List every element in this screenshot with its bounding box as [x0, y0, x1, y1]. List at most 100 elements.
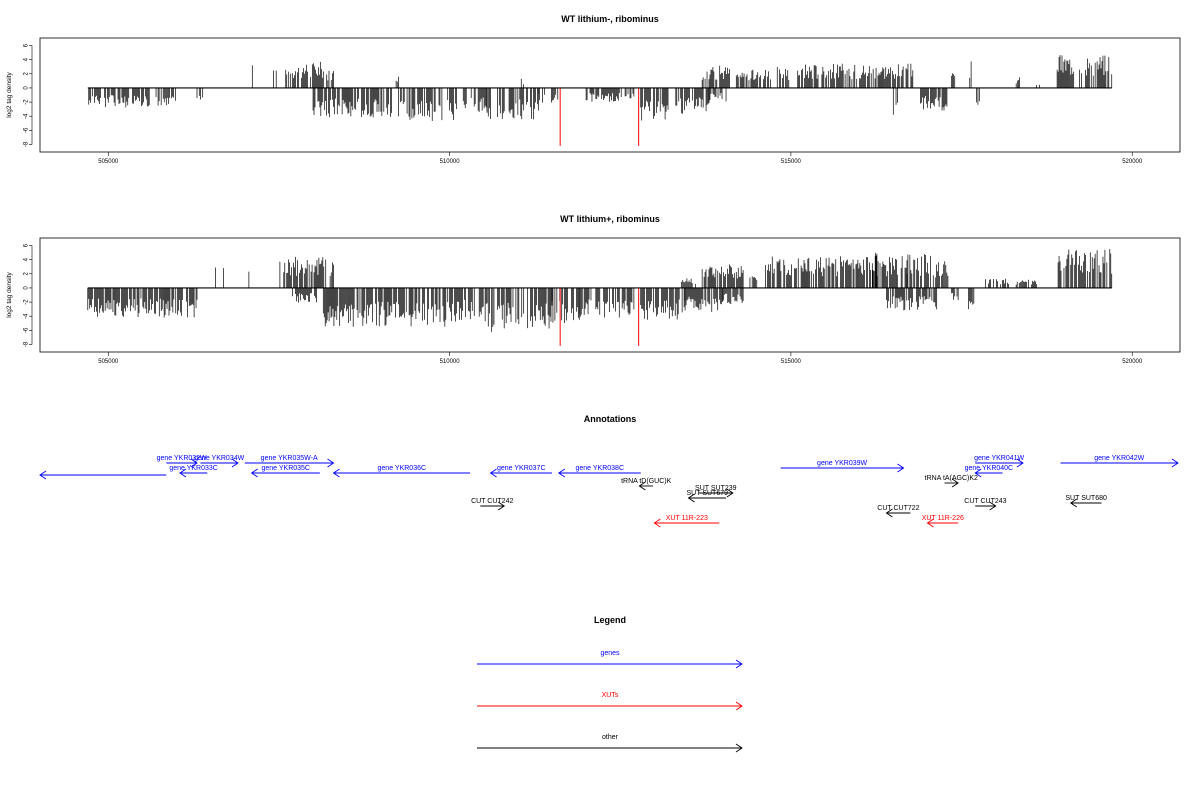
y-tick-label: 0 [24, 286, 30, 290]
annotation-feature: SUT SUT679 [687, 490, 728, 503]
feature-label: CUT CUT242 [471, 498, 513, 505]
density-bars [87, 248, 1113, 332]
arrow-head [179, 468, 187, 478]
arrow-head [926, 518, 934, 528]
y-tick-label: 2 [24, 271, 30, 275]
arrow-head [1069, 498, 1078, 508]
arrow-head [231, 458, 239, 468]
feature-label: tRNA tD(GUC)K [621, 478, 672, 485]
arrow-head [250, 468, 258, 478]
annotation-feature: CUT CUT722 [877, 505, 920, 518]
x-axis: 505000 510000 515000 520000 [98, 152, 1143, 165]
annotation-feature: CUT CUT243 [964, 498, 1007, 511]
annotation-feature: CUT CUT242 [471, 498, 513, 511]
legend-item-other: other [477, 734, 743, 753]
panel-title-lithium-plus: WT lithium+, ribominus [560, 214, 660, 224]
arrow-head [557, 468, 566, 478]
legend-title: Legend [594, 615, 626, 625]
plot-frame [39, 237, 1181, 353]
feature-label: CUT CUT243 [964, 498, 1006, 505]
annotation-feature: gene YKR039W [780, 460, 905, 473]
annotation-feature: SUT SUT239 [695, 485, 737, 498]
feature-label: gene YKR042W [1094, 455, 1144, 462]
arrow-head [327, 458, 335, 468]
arrow-head [39, 470, 47, 480]
y-tick-label: 6 [24, 43, 30, 47]
annotation-feature: XUT 11R-223 [653, 515, 720, 528]
annotation-feature: gene YKR034W [194, 455, 245, 468]
feature-label: gene YKR036C [378, 465, 427, 472]
y-tick-label: -6 [24, 127, 30, 133]
arrow-head [497, 501, 506, 511]
annotation-feature: gene YKR041W [974, 455, 1025, 468]
arrow-head [735, 701, 743, 711]
annotation-feature: gene YKR042W [1060, 455, 1179, 468]
feature-label: gene YKR037C [497, 465, 546, 472]
feature-label: CUT CUT722 [877, 505, 919, 512]
y-tick-label: -4 [24, 313, 30, 319]
annotation-feature: tRNA tD(GUC)K [621, 478, 672, 491]
y-axis: 6 4 2 0 -2 -4 -6 -8 [24, 43, 33, 147]
plot-frame [39, 37, 1181, 153]
feature-label: gene YKR035W-A [261, 455, 318, 462]
annotation-feature: gene YKR040C [965, 465, 1014, 478]
feature-label: XUT 11R-226 [922, 515, 964, 522]
legend-label: other [602, 734, 619, 741]
feature-label: gene YKR038C [575, 465, 624, 472]
x-axis: 505000 510000 515000 520000 [98, 352, 1143, 365]
arrow-head [726, 488, 734, 498]
y-tick-label: -2 [24, 299, 30, 305]
feature-label: gene YKR033C [169, 465, 218, 472]
legend-items: genes XUTs other [477, 650, 743, 753]
panel-title-lithium-minus: WT lithium-, ribominus [561, 14, 659, 24]
arrow-head [735, 659, 743, 669]
annotation-feature: SUT SUT680 [1065, 495, 1107, 508]
annotation-features: gene YKR032W gene YKR033C gene YKR034W gene… [39, 455, 1179, 528]
annotation-feature: gene YKR032W [157, 455, 207, 468]
annotation-feature: gene YKR035W-A [244, 455, 335, 468]
x-tick-label: 515000 [781, 359, 802, 365]
x-tick-label: 520000 [1122, 159, 1143, 165]
highlight-bars [559, 87, 640, 146]
annotations-title: Annotations [584, 414, 637, 424]
y-axis: 6 4 2 0 -2 -4 -6 -8 [24, 243, 33, 347]
annotation-feature: gene YKR035C [250, 465, 320, 478]
annotation-feature: gene YKR037C [489, 465, 552, 478]
annotation-feature [39, 470, 167, 480]
arrow-head [951, 478, 959, 488]
arrow-head [332, 468, 340, 478]
arrow-head [1171, 458, 1179, 468]
feature-label: gene YKR035C [261, 465, 310, 472]
arrow-head [687, 493, 695, 503]
arrow-head [897, 463, 905, 473]
y-tick-label: -2 [24, 99, 30, 105]
feature-label: tRNA tA(AGC)K2 [925, 475, 978, 482]
legend: Legend genes XUTs other [477, 615, 743, 753]
feature-label: SUT SUT239 [695, 485, 737, 492]
feature-label: SUT SUT680 [1065, 495, 1107, 502]
arrow-head [1016, 458, 1024, 468]
x-tick-label: 515000 [781, 159, 802, 165]
legend-item-xut: XUTs [477, 692, 743, 711]
arrow-head [653, 518, 661, 528]
feature-label: gene YKR040C [965, 465, 1014, 472]
y-axis-label: log2 tag density [6, 271, 13, 317]
y-tick-label: -6 [24, 327, 30, 333]
feature-label: XUT 11R-223 [666, 515, 708, 522]
y-axis-label: log2 tag density [6, 71, 13, 117]
feature-label: gene YKR034W [194, 455, 244, 462]
arrow-head [489, 468, 497, 478]
feature-label: gene YKR032W [157, 455, 207, 462]
arrow-head [190, 458, 198, 468]
y-tick-label: 6 [24, 243, 30, 247]
x-tick-label: 510000 [440, 359, 461, 365]
highlight-bars [559, 287, 640, 346]
legend-label: genes [600, 650, 620, 657]
legend-item-gene: genes [477, 650, 743, 669]
track-panel-lithium-minus: WT lithium-, ribominus 6 4 2 0 -2 -4 -6 -8 5050… [6, 14, 1181, 165]
arrow-head [989, 501, 997, 511]
annotation-feature: gene YKR038C [557, 465, 641, 478]
y-tick-label: 4 [24, 257, 30, 261]
